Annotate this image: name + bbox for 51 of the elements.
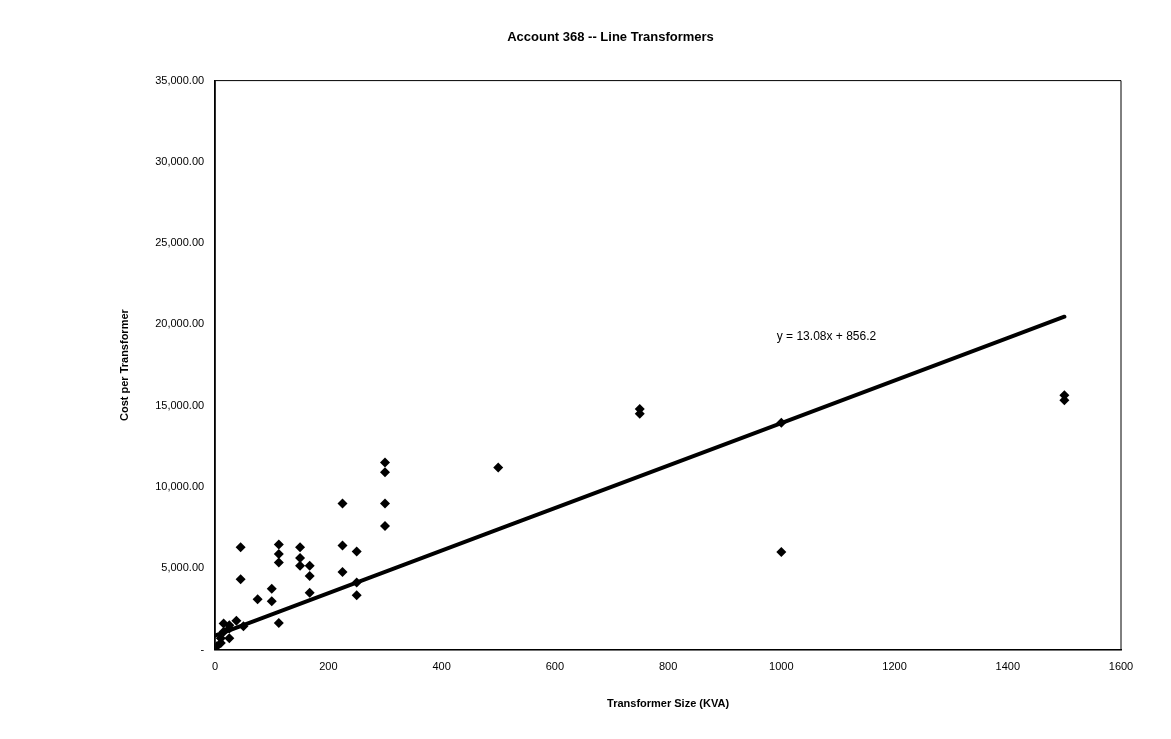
x-tick-label: 400 [432,660,451,673]
point [379,521,390,532]
y-tick-label: 5,000.00 [161,561,205,574]
x-tick-label: 600 [545,660,565,673]
x-tick-label: 0 [212,660,219,673]
point [351,577,362,588]
annotation: y = 13.08x + 856.2 [776,328,877,343]
point [235,542,246,553]
point [379,457,390,468]
point [235,574,246,585]
point [304,570,315,581]
point [273,549,284,560]
x-tick-label: 1400 [995,660,1021,673]
x-tick-label: 1200 [882,660,907,673]
point [273,557,284,568]
point [252,594,263,605]
point [224,633,235,644]
point [351,546,362,557]
point [337,540,348,551]
point [218,626,229,637]
y-tick-label: - [200,642,205,655]
y-axis-title: Cost per Transformer [117,308,130,422]
x-tick-label: 1000 [769,660,794,673]
point [776,417,787,428]
x-tick-label: 1600 [1108,660,1134,673]
y-tick-label: 30,000.00 [155,154,205,167]
point [493,462,504,473]
point [266,583,277,594]
point [379,498,390,509]
point [266,596,277,607]
point [304,587,315,598]
x-axis-title: Transformer Size (KVA) [607,697,730,710]
point [337,498,348,509]
point [273,617,284,628]
point [295,542,306,553]
point [351,590,362,601]
chart-title: Account 368 -- Line Transformers [507,29,714,45]
y-tick-label: 25,000.00 [155,236,205,249]
point [379,467,390,478]
y-tick-label: 15,000.00 [155,398,205,411]
point [273,539,284,550]
point [231,615,242,626]
x-tick-label: 800 [658,660,678,673]
point [776,547,787,558]
x-tick-label: 200 [319,660,338,673]
point [304,560,315,571]
y-tick-label: 35,000.00 [155,73,205,86]
y-tick-label: 10,000.00 [155,480,205,493]
y-tick-label: 20,000.00 [155,317,205,330]
point [337,566,348,577]
point [295,560,306,571]
